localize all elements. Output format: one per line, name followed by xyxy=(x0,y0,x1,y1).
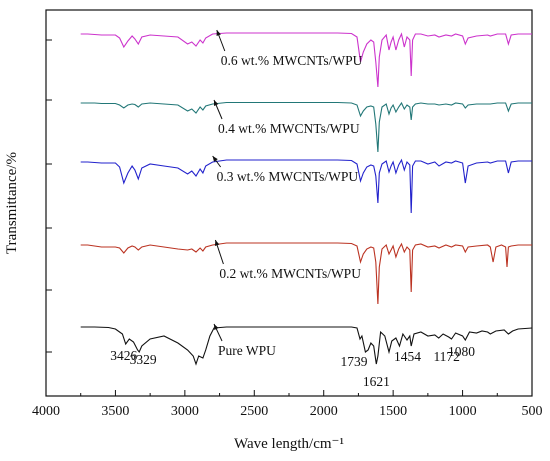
x-tick-label-0: 4000 xyxy=(32,404,60,419)
x-tick-label-4: 2000 xyxy=(310,404,338,419)
series-label-1: 0.4 wt.% MWCNTs/WPU xyxy=(218,121,360,136)
y-axis xyxy=(46,39,52,353)
x-tick-label-2: 3000 xyxy=(171,404,199,419)
peak-label-1172: 1172 xyxy=(433,349,460,364)
x-tick-label-5: 1500 xyxy=(379,404,407,419)
series-layer: 0.6 wt.% MWCNTs/WPU 0.4 wt.% MWCNTs/WPU 0.… xyxy=(80,29,533,366)
series-line-3 xyxy=(80,242,532,305)
x-axis-title: Wave length/cm⁻¹ xyxy=(234,436,344,452)
peak-label-3329: 3329 xyxy=(130,352,157,367)
series-line-2 xyxy=(80,158,532,214)
peak-label-1621: 1621 xyxy=(363,374,390,389)
x-tick-label-7: 500 xyxy=(522,404,543,419)
peak-label-1739: 1739 xyxy=(340,354,367,369)
series-line-1 xyxy=(80,101,532,153)
series-arrowhead-3 xyxy=(214,240,220,246)
series-arrowhead-4 xyxy=(214,324,219,330)
y-axis-title: Transmittance/% xyxy=(4,152,20,254)
series-label-3: 0.2 wt.% MWCNTs/WPU xyxy=(219,266,361,281)
x-tick-label-1: 3500 xyxy=(101,404,129,419)
series-arrowhead-2 xyxy=(212,156,218,162)
x-tick-label-3: 2500 xyxy=(240,404,268,419)
x-axis: 4000 3500 3000 2500 2000 1500 1000 500 xyxy=(32,390,543,419)
series-label-0: 0.6 wt.% MWCNTs/WPU xyxy=(221,53,363,68)
peak-label-1454: 1454 xyxy=(394,349,421,364)
series-arrowhead-0 xyxy=(216,30,221,36)
series-line-0 xyxy=(80,32,532,88)
series-arrowhead-1 xyxy=(214,100,219,106)
series-line-4 xyxy=(80,326,533,366)
peak-label-3426: 3426 xyxy=(110,348,137,363)
peak-label-1080: 1080 xyxy=(448,344,475,359)
series-label-2: 0.3 wt.% MWCNTs/WPU xyxy=(217,169,359,184)
series-label-4: Pure WPU xyxy=(218,343,276,358)
x-tick-label-6: 1000 xyxy=(449,404,477,419)
